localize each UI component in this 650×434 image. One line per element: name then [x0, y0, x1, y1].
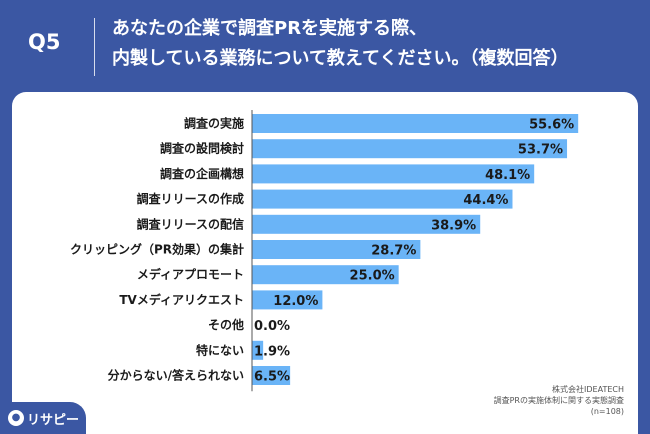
value-label-8: 0.0%: [254, 319, 290, 334]
question-number: Q5: [28, 30, 61, 54]
category-label-3: 調査リリースの作成: [137, 191, 244, 206]
bar-2: [252, 164, 535, 184]
value-label-5: 28.7%: [371, 244, 416, 259]
value-label-3: 44.4%: [463, 193, 508, 208]
bar-9: [252, 340, 264, 360]
value-label-0: 55.6%: [529, 118, 574, 133]
category-label-9: 特にない: [196, 342, 244, 357]
source-sample-size: (n=108): [590, 407, 624, 416]
value-label-7: 12.0%: [273, 294, 318, 309]
bar-3: [252, 189, 513, 209]
brand-logo: ● リサピー: [0, 402, 86, 434]
question-title: あなたの企業で調査PRを実施する際、 内製している業務について教えてください。（…: [112, 14, 568, 74]
bar-7: [252, 290, 323, 310]
category-label-8: その他: [208, 317, 244, 332]
source-survey: 調査PRの実施体制に関する実態調査: [493, 396, 624, 405]
value-label-6: 25.0%: [350, 269, 395, 284]
pin-icon: ●: [8, 410, 24, 426]
brand-name: リサピー: [27, 413, 80, 428]
category-label-1: 調査の設問検討: [160, 141, 244, 156]
category-label-5: クリッピング（PR効果）の集計: [70, 242, 244, 257]
category-label-2: 調査の企画構想: [160, 166, 244, 181]
value-label-1: 53.7%: [518, 143, 563, 158]
value-label-9: 1.9%: [254, 344, 290, 359]
category-label-10: 分からない/答えられない: [108, 368, 244, 383]
category-label-6: メディアプロモート: [137, 267, 244, 282]
value-label-2: 48.1%: [485, 168, 530, 183]
title-line-2: 内製している業務について教えてください。（複数回答）: [112, 48, 569, 69]
bar-4: [252, 214, 481, 234]
category-label-0: 調査の実施: [184, 116, 244, 131]
bar-5: [252, 240, 421, 259]
category-label-7: TVメディアリクエスト: [119, 292, 244, 307]
value-label-10: 6.5%: [254, 370, 290, 385]
header-divider: [94, 18, 95, 76]
source-note: 株式会社IDEATECH 調査PRの実施体制に関する実態調査 (n=108): [494, 384, 624, 417]
bar-10: [252, 366, 291, 385]
title-line-1: あなたの企業で調査PRを実施する際、: [112, 18, 428, 39]
bar-1: [252, 139, 568, 159]
bar-0: [252, 114, 579, 133]
category-label-4: 調査リリースの配信: [137, 216, 244, 231]
value-label-4: 38.9%: [431, 218, 476, 233]
source-company: 株式会社IDEATECH: [552, 385, 624, 394]
header: Q5 あなたの企業で調査PRを実施する際、 内製している業務について教えてくださ…: [0, 0, 650, 92]
bar-6: [252, 265, 399, 285]
